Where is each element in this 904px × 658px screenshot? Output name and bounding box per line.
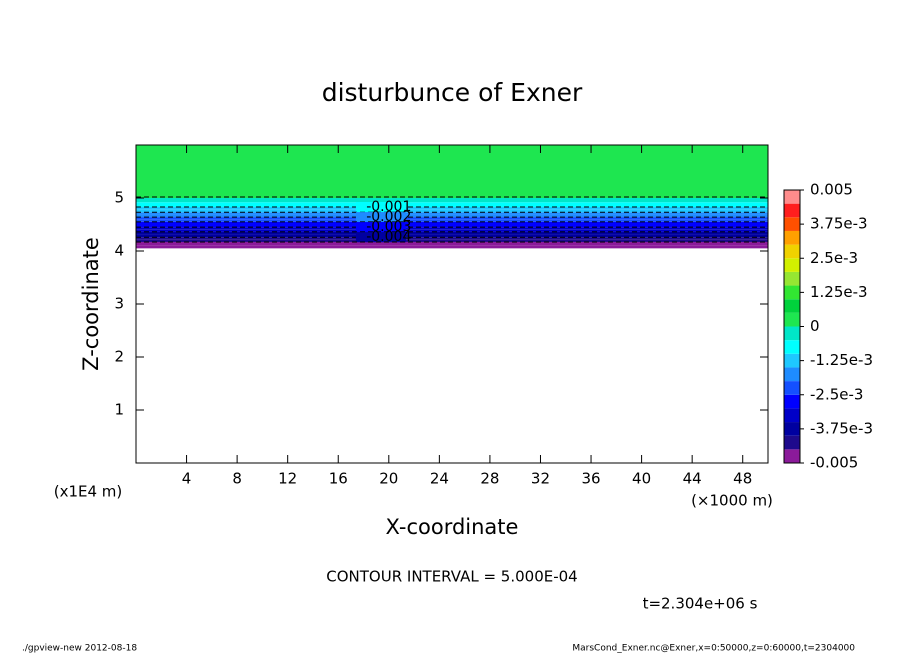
contour-band	[136, 231, 768, 235]
chart-title: disturbunce of Exner	[322, 78, 583, 107]
colorbar-swatch	[784, 285, 800, 300]
contour-band	[136, 214, 768, 218]
y-tick-label: 4	[114, 242, 124, 260]
colorbar-swatch	[784, 353, 800, 368]
footer-left: ./gpview-new 2012-08-18	[22, 644, 137, 654]
x-tick-label: 16	[329, 470, 348, 488]
x-tick-label: 44	[683, 470, 702, 488]
contour-band	[136, 145, 768, 198]
contour-band	[136, 245, 768, 249]
x-tick-label: 48	[733, 470, 752, 488]
x-tick-label: 12	[278, 470, 297, 488]
colorbar-swatch	[784, 449, 800, 463]
contour-band	[136, 237, 768, 240]
colorbar-swatch	[784, 190, 800, 204]
colorbar-swatch	[784, 244, 800, 259]
colorbar-tick-label: -3.75e-3	[810, 419, 873, 437]
contour-band	[136, 241, 768, 246]
contour-band	[136, 221, 768, 225]
footer-right: MarsCond_Exner.nc@Exner,x=0:50000,z=0:60…	[572, 644, 855, 654]
x-unit-label: (×1000 m)	[691, 492, 773, 510]
contour-band	[136, 239, 768, 242]
colorbar-swatch	[784, 203, 800, 218]
x-axis-label: X-coordinate	[386, 515, 519, 539]
colorbar-swatch	[784, 422, 800, 436]
colorbar-swatch	[784, 258, 800, 272]
contour-band	[136, 207, 768, 210]
y-tick-label: 5	[114, 189, 124, 207]
contour-label: -0.004	[366, 229, 411, 245]
colorbar-swatch	[784, 299, 800, 313]
contour-label-bg	[355, 202, 406, 213]
colorbar-swatch	[784, 230, 800, 245]
contour-label-bg	[355, 222, 406, 233]
contour-band	[136, 202, 768, 208]
colorbar-tick-label: -1.25e-3	[810, 351, 873, 369]
colorbar-swatch	[784, 217, 800, 231]
x-tick-label: 36	[581, 470, 600, 488]
x-tick-label: 40	[632, 470, 651, 488]
contour-band	[136, 217, 768, 220]
contour-label: -0.002	[366, 209, 411, 225]
y-tick-label: 1	[114, 401, 124, 419]
colorbar-tick-label: 0.005	[810, 181, 853, 199]
time-label: t=2.304e+06 s	[643, 595, 758, 613]
y-tick-label: 2	[114, 348, 124, 366]
colorbar-tick-label: 1.25e-3	[810, 283, 868, 301]
colorbar-swatch	[784, 394, 800, 409]
x-tick-label: 24	[430, 470, 449, 488]
contour-band	[136, 198, 768, 203]
colorbar-tick-label: -0.005	[810, 454, 858, 472]
colorbar-swatch	[784, 326, 800, 341]
y-axis-label: Z-coordinate	[79, 237, 103, 371]
y-tick-label: 3	[114, 295, 124, 313]
contour-band	[136, 224, 768, 228]
contour-band	[136, 209, 768, 213]
colorbar-swatch	[784, 408, 800, 423]
contour-band	[136, 227, 768, 230]
contour-band	[136, 219, 768, 222]
colorbar-swatch	[784, 271, 800, 286]
colorbar-tick-label: 3.75e-3	[810, 215, 868, 233]
contour-band	[136, 229, 768, 232]
contour-label: -0.001	[366, 199, 411, 215]
colorbar-swatch	[784, 367, 800, 382]
colorbar-tick-label: -2.5e-3	[810, 385, 863, 403]
contour-label-bg	[355, 232, 406, 243]
contour-band	[136, 234, 768, 238]
colorbar-tick-label: 2.5e-3	[810, 249, 858, 267]
colorbar-swatch	[784, 381, 800, 395]
x-tick-label: 28	[480, 470, 499, 488]
contour-label-bg	[355, 212, 406, 223]
x-tick-label: 8	[232, 470, 242, 488]
colorbar-tick-label: 0	[810, 317, 820, 335]
colorbar-swatch	[784, 312, 800, 327]
x-tick-label: 32	[531, 470, 550, 488]
colorbar-swatch	[784, 435, 800, 450]
y-unit-label: (x1E4 m)	[54, 483, 123, 501]
x-tick-label: 20	[379, 470, 398, 488]
contour-band	[136, 212, 768, 215]
contour-interval: CONTOUR INTERVAL = 5.000E-04	[326, 568, 577, 586]
colorbar-swatch	[784, 340, 800, 354]
contour-label: -0.003	[366, 219, 411, 235]
x-tick-label: 4	[182, 470, 192, 488]
